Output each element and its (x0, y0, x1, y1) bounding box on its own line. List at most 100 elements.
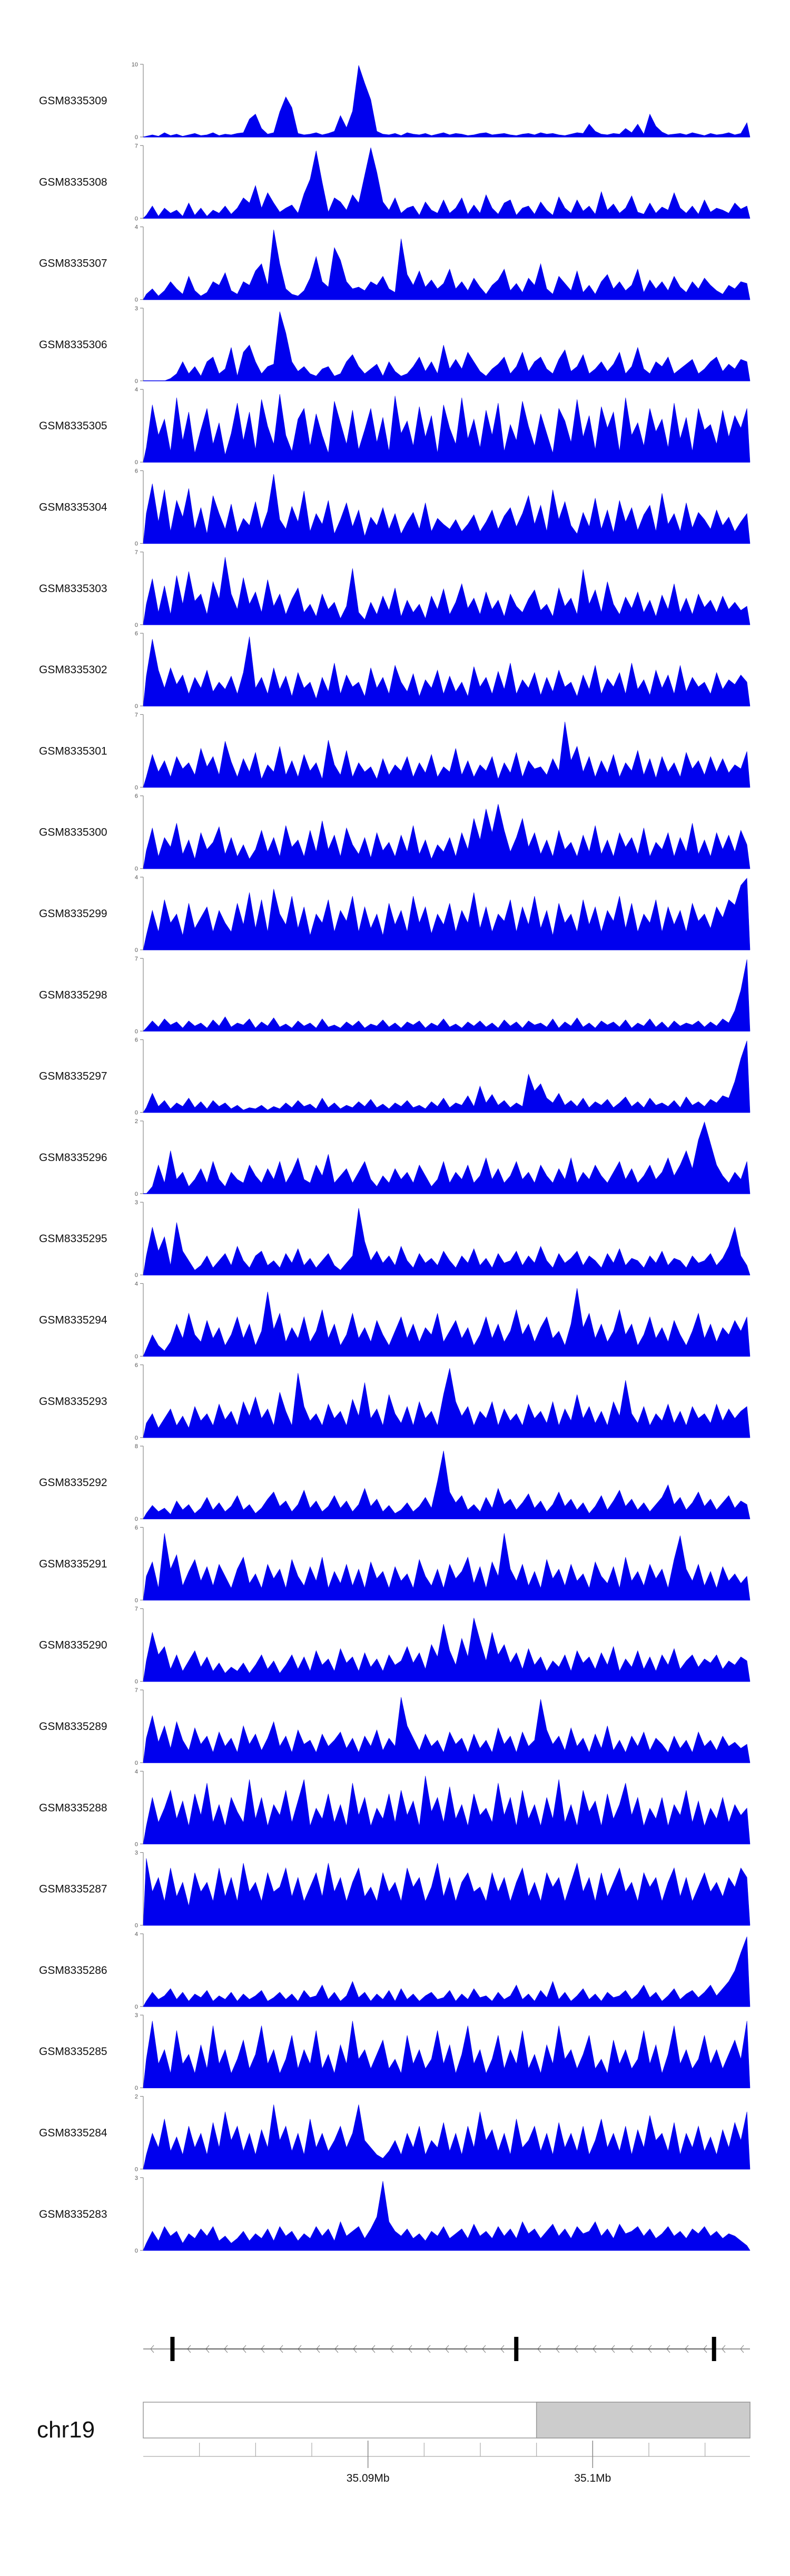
y-axis-zero-label: 0 (135, 1760, 138, 1766)
chromosome-label: chr19 (37, 2417, 95, 2443)
track-label: GSM8335292 (39, 1477, 107, 1489)
y-axis-zero-label: 0 (135, 2004, 138, 2010)
y-axis-max-label: 3 (135, 306, 138, 312)
coverage-tracks: GSM8335309100GSM833530870GSM833530740GSM… (39, 62, 750, 2254)
y-axis-max-label: 7 (135, 549, 138, 556)
strand-arrow (150, 2345, 154, 2353)
y-axis-zero-label: 0 (135, 541, 138, 547)
y-axis-zero-label: 0 (135, 215, 138, 222)
y-axis-max-label: 8 (135, 1443, 138, 1450)
y-axis-zero-label: 0 (135, 297, 138, 303)
y-axis-zero-label: 0 (135, 2167, 138, 2173)
track-label: GSM8335291 (39, 1558, 107, 1570)
ideogram-highlight (536, 2402, 750, 2439)
track-GSM8335284: GSM8335284 2 0 (39, 2094, 750, 2173)
track-GSM8335309: GSM8335309 10 0 (39, 62, 750, 141)
y-axis-zero-label: 0 (135, 1679, 138, 1685)
y-axis-max-label: 7 (135, 1687, 138, 1694)
track-GSM8335297: GSM8335297 6 0 (39, 1037, 750, 1116)
y-axis-max-label: 4 (135, 1281, 138, 1287)
exon (170, 2337, 175, 2361)
chromosome-ideogram: chr19 (37, 2402, 750, 2443)
track-GSM8335288: GSM8335288 4 0 (39, 1768, 750, 1847)
y-axis-zero-label: 0 (135, 459, 138, 466)
track-GSM8335292: GSM8335292 8 0 (39, 1443, 750, 1522)
strand-arrow (740, 2345, 744, 2353)
coverage-area (143, 148, 750, 219)
track-label: GSM8335303 (39, 583, 107, 595)
y-axis-max-label: 4 (135, 874, 138, 881)
track-label: GSM8335283 (39, 2208, 107, 2220)
track-GSM8335289: GSM8335289 7 0 (39, 1687, 750, 1766)
track-label: GSM8335300 (39, 827, 107, 839)
track-label: GSM8335305 (39, 420, 107, 432)
exon (514, 2337, 519, 2361)
y-axis-max-label: 6 (135, 631, 138, 637)
y-axis-zero-label: 0 (135, 1272, 138, 1279)
coverage-area (143, 1776, 750, 1844)
track-GSM8335286: GSM8335286 4 0 (39, 1931, 750, 2010)
track-label: GSM8335309 (39, 95, 107, 107)
coverage-area (143, 1858, 750, 1925)
track-label: GSM8335289 (39, 1720, 107, 1733)
coverage-area (143, 1618, 750, 1682)
y-axis-max-label: 4 (135, 1931, 138, 1938)
coverage-area (143, 804, 750, 869)
coverage-area (143, 65, 750, 137)
coverage-area (143, 1450, 750, 1519)
track-GSM8335308: GSM8335308 7 0 (39, 143, 750, 222)
track-GSM8335291: GSM8335291 6 0 (39, 1525, 750, 1604)
coverage-area (143, 1121, 750, 1194)
coverage-area (143, 959, 750, 1031)
coverage-area (143, 1040, 750, 1113)
track-label: GSM8335295 (39, 1233, 107, 1245)
y-axis-max-label: 6 (135, 468, 138, 475)
track-label: GSM8335307 (39, 258, 107, 270)
track-label: GSM8335285 (39, 2046, 107, 2058)
genomic-position-axis: 35.09Mb 35.1Mb (143, 2441, 750, 2484)
y-axis-max-label: 7 (135, 1606, 138, 1613)
track-GSM8335287: GSM8335287 3 0 (39, 1850, 750, 1929)
track-GSM8335303: GSM8335303 7 0 (39, 549, 750, 628)
track-label: GSM8335293 (39, 1395, 107, 1408)
y-axis-max-label: 4 (135, 224, 138, 231)
y-axis-zero-label: 0 (135, 378, 138, 385)
coverage-area (143, 878, 750, 950)
track-label: GSM8335294 (39, 1314, 107, 1326)
y-axis-zero-label: 0 (135, 622, 138, 628)
y-axis-max-label: 6 (135, 1362, 138, 1369)
track-GSM8335300: GSM8335300 6 0 (39, 793, 750, 872)
y-axis-zero-label: 0 (135, 1354, 138, 1360)
coverage-area (143, 474, 750, 544)
track-label: GSM8335301 (39, 745, 107, 757)
track-GSM8335301: GSM8335301 7 0 (39, 712, 750, 791)
y-axis-max-label: 3 (135, 2175, 138, 2181)
track-GSM8335296: GSM8335296 2 0 (39, 1118, 750, 1197)
track-GSM8335285: GSM8335285 3 0 (39, 2012, 750, 2091)
track-label: GSM8335298 (39, 989, 107, 1001)
y-axis-zero-label: 0 (135, 1923, 138, 1929)
y-axis-max-label: 3 (135, 1199, 138, 1206)
coverage-area (143, 311, 750, 381)
coverage-area (143, 2021, 750, 2088)
y-axis-zero-label: 0 (135, 2085, 138, 2091)
track-label: GSM8335308 (39, 176, 107, 188)
coverage-area (143, 722, 750, 788)
coverage-area (143, 2181, 750, 2251)
coverage-area (143, 2105, 750, 2169)
y-axis-max-label: 4 (135, 1768, 138, 1775)
track-GSM8335294: GSM8335294 4 0 (39, 1281, 750, 1360)
y-axis-zero-label: 0 (135, 1435, 138, 1441)
track-label: GSM8335297 (39, 1070, 107, 1083)
coverage-area (143, 1368, 750, 1438)
track-GSM8335298: GSM8335298 7 0 (39, 956, 750, 1035)
track-label: GSM8335304 (39, 502, 107, 514)
y-axis-max-label: 6 (135, 1525, 138, 1531)
track-GSM8335302: GSM8335302 6 0 (39, 631, 750, 710)
strand-arrow (722, 2345, 726, 2353)
track-label: GSM8335306 (39, 339, 107, 351)
y-axis-zero-label: 0 (135, 947, 138, 953)
track-GSM8335305: GSM8335305 4 0 (39, 387, 750, 466)
y-axis-zero-label: 0 (135, 1028, 138, 1035)
